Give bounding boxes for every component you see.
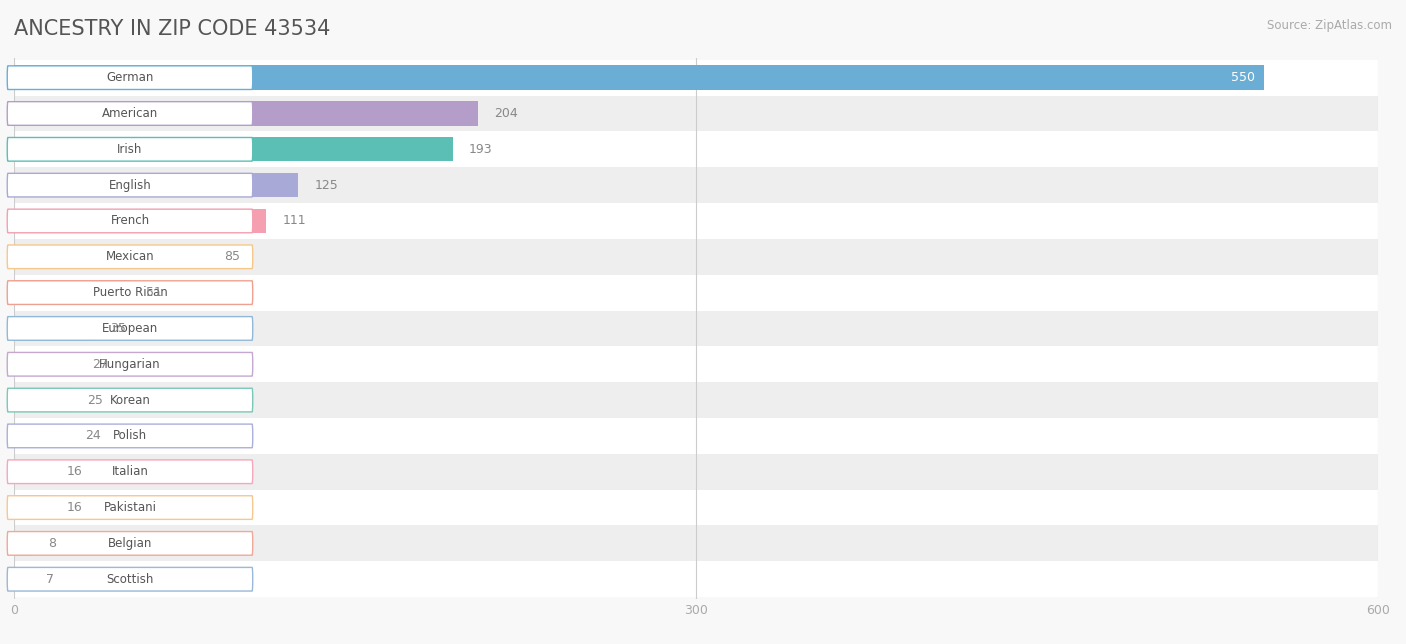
Bar <box>14 209 266 233</box>
Text: Korean: Korean <box>110 393 150 406</box>
Text: German: German <box>107 71 153 84</box>
Bar <box>14 531 32 556</box>
Text: American: American <box>101 107 157 120</box>
Bar <box>14 388 70 412</box>
Text: Italian: Italian <box>111 465 149 478</box>
Bar <box>14 567 30 591</box>
FancyBboxPatch shape <box>7 460 253 484</box>
Text: Source: ZipAtlas.com: Source: ZipAtlas.com <box>1267 19 1392 32</box>
FancyBboxPatch shape <box>7 245 253 269</box>
Text: 27: 27 <box>91 358 108 371</box>
Text: 111: 111 <box>283 214 307 227</box>
FancyBboxPatch shape <box>7 424 253 448</box>
Text: 193: 193 <box>470 143 492 156</box>
FancyBboxPatch shape <box>7 496 253 520</box>
Bar <box>14 418 1378 454</box>
FancyBboxPatch shape <box>7 173 253 197</box>
FancyBboxPatch shape <box>7 137 253 161</box>
FancyBboxPatch shape <box>7 388 253 412</box>
Bar <box>14 526 1378 562</box>
Text: French: French <box>111 214 149 227</box>
Bar <box>14 424 69 448</box>
Bar <box>14 95 1378 131</box>
FancyBboxPatch shape <box>7 281 253 305</box>
Text: Pakistani: Pakistani <box>104 501 156 514</box>
Text: 16: 16 <box>67 465 83 478</box>
FancyBboxPatch shape <box>7 567 253 591</box>
Text: 550: 550 <box>1232 71 1256 84</box>
Bar <box>14 316 94 341</box>
Bar <box>14 280 129 305</box>
Text: Irish: Irish <box>117 143 142 156</box>
Text: 8: 8 <box>49 537 56 550</box>
Bar <box>14 346 1378 382</box>
Text: 85: 85 <box>224 251 239 263</box>
Bar <box>14 460 51 484</box>
Text: 16: 16 <box>67 501 83 514</box>
Text: 35: 35 <box>110 322 127 335</box>
FancyBboxPatch shape <box>7 209 253 232</box>
FancyBboxPatch shape <box>7 352 253 376</box>
Text: Polish: Polish <box>112 430 148 442</box>
Bar <box>14 167 1378 203</box>
Text: Scottish: Scottish <box>107 573 153 585</box>
FancyBboxPatch shape <box>7 531 253 555</box>
Bar <box>14 101 478 126</box>
Text: European: European <box>101 322 157 335</box>
Bar <box>14 275 1378 310</box>
Text: Hungarian: Hungarian <box>100 358 160 371</box>
Bar <box>14 66 1264 90</box>
FancyBboxPatch shape <box>7 102 253 126</box>
Text: Mexican: Mexican <box>105 251 155 263</box>
FancyBboxPatch shape <box>7 317 253 340</box>
Text: 25: 25 <box>87 393 103 406</box>
Text: English: English <box>108 178 152 192</box>
Text: Belgian: Belgian <box>108 537 152 550</box>
Bar <box>14 382 1378 418</box>
Bar <box>14 495 51 520</box>
Bar <box>14 489 1378 526</box>
Bar <box>14 60 1378 95</box>
Bar <box>14 203 1378 239</box>
Bar <box>14 245 207 269</box>
Bar <box>14 352 76 377</box>
Text: 7: 7 <box>46 573 55 585</box>
Bar <box>14 131 1378 167</box>
Text: ANCESTRY IN ZIP CODE 43534: ANCESTRY IN ZIP CODE 43534 <box>14 19 330 39</box>
Bar <box>14 310 1378 346</box>
FancyBboxPatch shape <box>7 66 253 90</box>
Text: Puerto Rican: Puerto Rican <box>93 286 167 299</box>
Text: 204: 204 <box>494 107 517 120</box>
Text: 24: 24 <box>84 430 101 442</box>
Bar <box>14 562 1378 597</box>
Bar <box>14 173 298 197</box>
Bar <box>14 239 1378 275</box>
Text: 125: 125 <box>315 178 339 192</box>
Text: 51: 51 <box>146 286 162 299</box>
Bar <box>14 137 453 162</box>
Bar <box>14 454 1378 489</box>
